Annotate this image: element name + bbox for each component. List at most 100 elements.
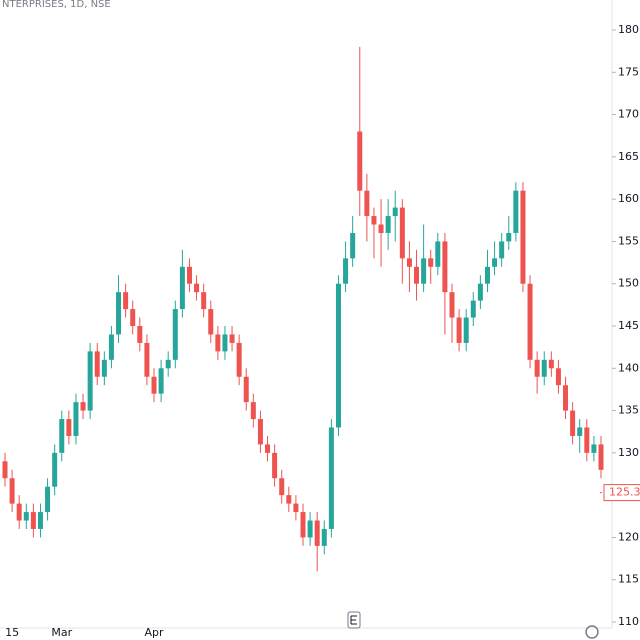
y-tick-label: 170.00 xyxy=(618,108,640,121)
x-tick-label: Mar xyxy=(51,626,72,639)
y-tick-label: 135.00 xyxy=(618,404,640,417)
candle-body xyxy=(250,402,256,420)
candles xyxy=(2,46,604,572)
candle-body xyxy=(598,444,604,470)
candle-body xyxy=(385,216,391,233)
candle-body xyxy=(52,452,58,487)
candle-body xyxy=(286,495,292,504)
candle-body xyxy=(555,368,561,386)
candle-body xyxy=(66,419,72,436)
candle-body xyxy=(87,351,93,411)
candle-body xyxy=(215,334,221,352)
candle-body xyxy=(428,258,434,267)
candle-body xyxy=(399,207,405,259)
candle-body xyxy=(229,334,235,343)
candle-body xyxy=(499,241,505,259)
candle-body xyxy=(577,427,583,436)
y-tick-label: 150.00 xyxy=(618,277,640,290)
candle-body xyxy=(392,207,398,217)
last-price-label: 125.3 xyxy=(609,486,640,499)
y-tick-label: 165.00 xyxy=(618,150,640,163)
candle-body xyxy=(506,232,512,242)
y-tick-label: 120.00 xyxy=(618,530,640,543)
y-tick-label: 180.00 xyxy=(618,23,640,36)
candle-body xyxy=(243,376,249,403)
candle-body xyxy=(144,342,150,377)
candle-body xyxy=(513,190,519,233)
candle-body xyxy=(272,452,278,479)
candle-body xyxy=(477,283,483,301)
candle-body xyxy=(527,283,533,360)
candle-body xyxy=(335,283,341,428)
candle-body xyxy=(94,351,100,377)
event-marker[interactable] xyxy=(347,611,361,629)
candle-body xyxy=(414,266,420,284)
y-tick-label: 175.00 xyxy=(618,65,640,78)
candle-body xyxy=(45,486,51,513)
candle-body xyxy=(421,258,427,284)
candle-body xyxy=(435,241,441,267)
candle-body xyxy=(328,427,334,529)
candle-body xyxy=(279,478,285,496)
candle-body xyxy=(37,512,43,529)
candle-body xyxy=(449,292,455,318)
candle-body xyxy=(584,427,590,453)
candle-body xyxy=(534,359,540,377)
settings-button[interactable] xyxy=(585,625,599,639)
candle-body xyxy=(364,190,370,217)
chart-title: NTERPRISES, 1D, NSE xyxy=(2,0,111,10)
candle-body xyxy=(484,266,490,284)
candle-body xyxy=(300,512,306,538)
y-tick-label: 160.00 xyxy=(618,192,640,205)
candle-body xyxy=(23,512,29,521)
candle-body xyxy=(456,317,462,343)
x-tick-label: Apr xyxy=(144,626,164,639)
candle-body xyxy=(9,478,15,504)
candle-body xyxy=(123,292,129,310)
candle-body xyxy=(541,359,547,377)
candle-body xyxy=(194,283,200,293)
candle-body xyxy=(470,300,476,318)
candle-body xyxy=(108,334,114,360)
candle-body xyxy=(307,520,313,538)
candle-body xyxy=(130,309,136,326)
candle-body xyxy=(208,309,214,335)
y-tick-label: 130.00 xyxy=(618,446,640,459)
candle-body xyxy=(16,503,22,521)
y-tick-label: 155.00 xyxy=(618,234,640,247)
candle-body xyxy=(378,224,384,233)
candle-body xyxy=(172,309,178,360)
candle-body xyxy=(548,359,554,369)
candle-body xyxy=(591,444,597,453)
candle-body xyxy=(179,266,185,310)
candle-body xyxy=(406,258,412,267)
candle-body xyxy=(293,503,299,513)
candle-body xyxy=(59,419,65,453)
candle-body xyxy=(201,292,207,310)
candle-body xyxy=(151,376,157,394)
candle-body xyxy=(314,520,320,546)
candle-body xyxy=(158,368,164,394)
candle-body xyxy=(570,410,576,436)
candle-body xyxy=(222,334,228,352)
candle-body xyxy=(371,216,377,225)
candle-body xyxy=(463,317,469,343)
last-price-box xyxy=(603,484,640,502)
candle-body xyxy=(563,385,569,411)
candle-body xyxy=(321,528,327,546)
candle-body xyxy=(357,131,363,191)
candle-body xyxy=(186,266,192,284)
candle-body xyxy=(101,359,107,377)
candle-body xyxy=(492,258,498,267)
y-tick-label: 115.00 xyxy=(618,573,640,586)
candle-body xyxy=(73,402,79,436)
y-tick-label: 110.00 xyxy=(618,615,640,628)
candle-body xyxy=(350,232,356,259)
candle-body xyxy=(442,241,448,293)
candle-body xyxy=(236,342,242,377)
settings-icon[interactable] xyxy=(585,625,599,639)
candle-body xyxy=(165,359,171,369)
x-tick-label: 15 xyxy=(5,626,19,639)
candle-body xyxy=(520,190,526,284)
